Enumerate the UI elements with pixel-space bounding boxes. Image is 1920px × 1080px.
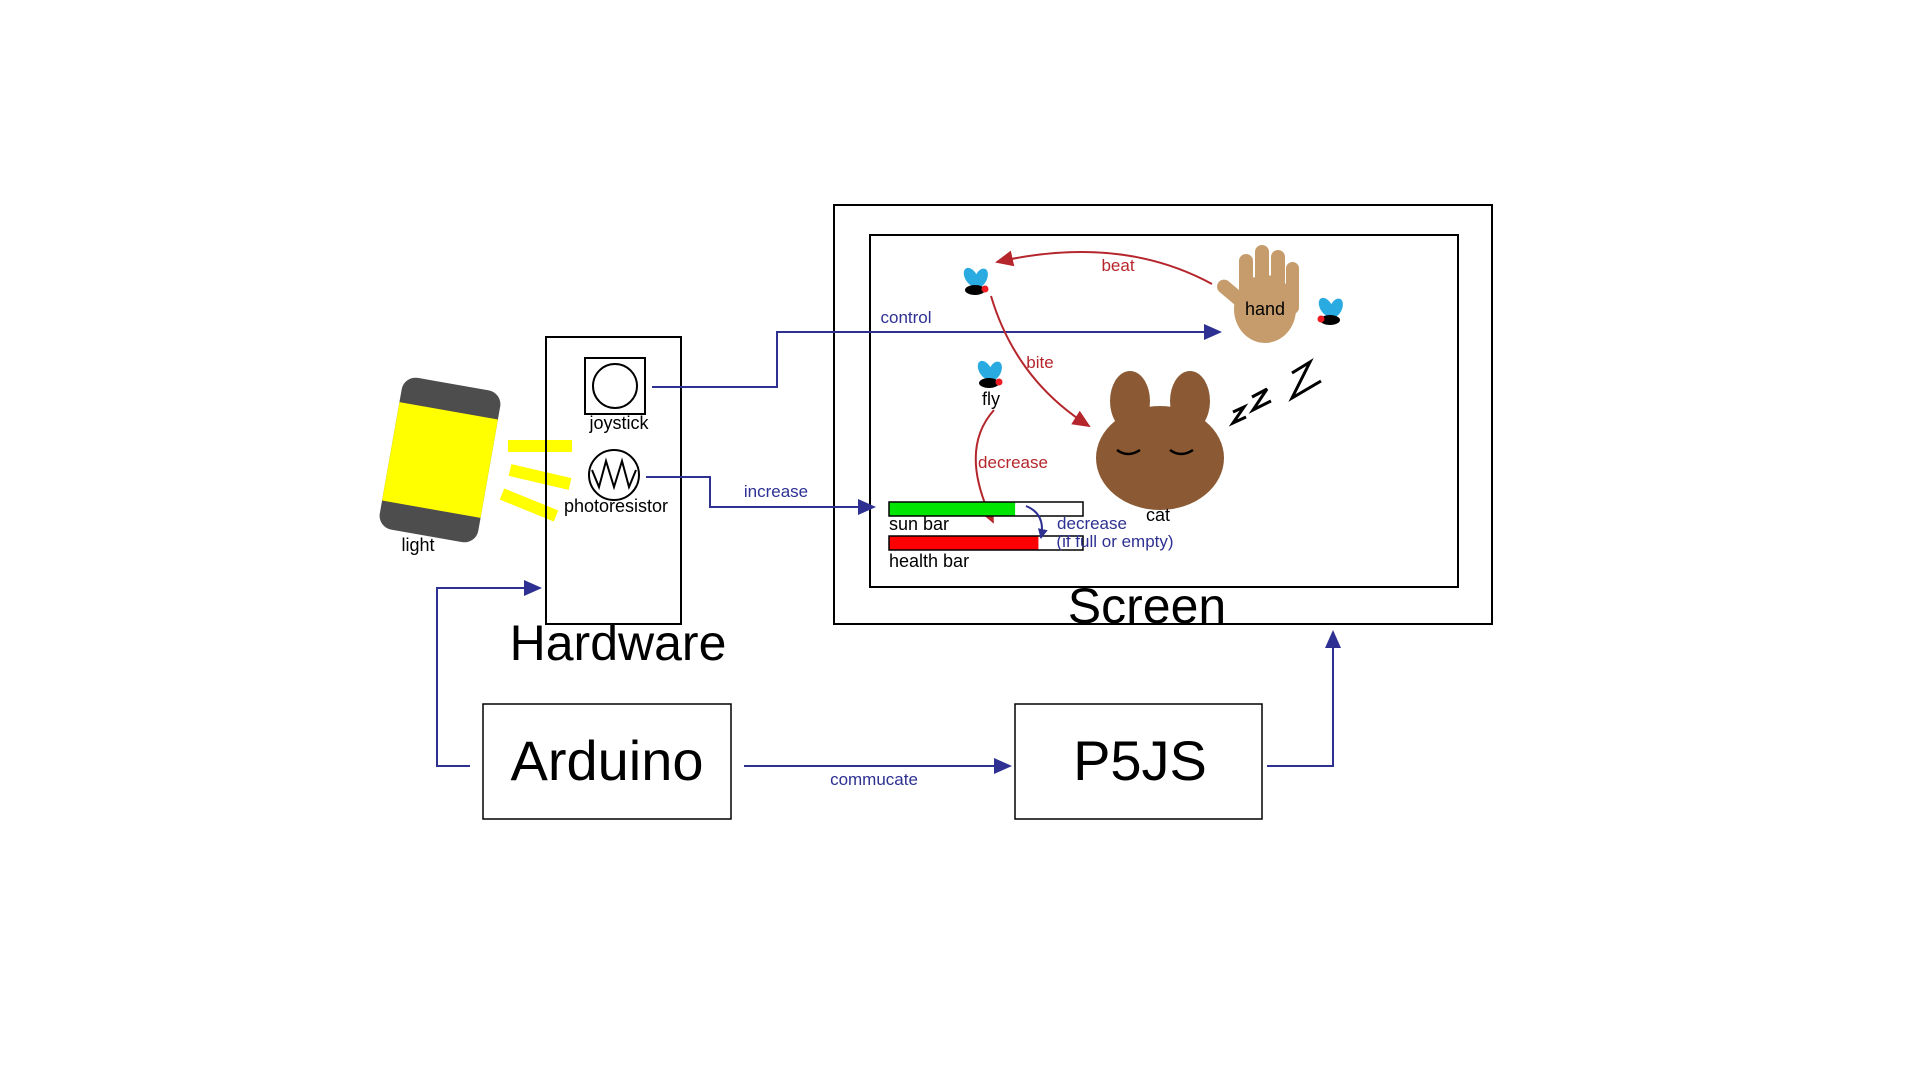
decrease-bars-note: (if full or empty) — [1056, 532, 1173, 551]
health-bar-label: health bar — [889, 551, 969, 571]
fly-icon — [1317, 297, 1343, 325]
beat-label: beat — [1101, 256, 1134, 275]
hardware-box — [545, 336, 682, 625]
photoresistor-icon — [588, 449, 640, 501]
hardware-title: Hardware — [510, 615, 727, 671]
fly-icon — [963, 267, 989, 295]
cat-icon — [1096, 371, 1224, 510]
commucate-label: commucate — [830, 770, 918, 789]
joystick-icon — [584, 357, 646, 415]
light-ray — [499, 488, 559, 522]
screen-inner-frame — [869, 234, 1459, 588]
beat-arrow — [995, 250, 1213, 285]
arduino-title: Arduino — [510, 729, 703, 792]
fly-icon — [977, 360, 1003, 388]
sun-bar-label: sun bar — [889, 514, 949, 534]
hand-icon — [1217, 245, 1299, 343]
cat-label: cat — [1146, 505, 1170, 525]
increase-arrow — [646, 476, 876, 515]
increase-label: increase — [744, 482, 808, 501]
fly-label: fly — [982, 389, 1000, 409]
photoresistor-label: photoresistor — [564, 496, 668, 516]
arduino-to-hardware-arrow — [436, 580, 542, 767]
light-ray — [508, 464, 572, 490]
sun-bar — [888, 501, 1084, 517]
screen-title: Screen — [1068, 578, 1226, 634]
sleep-z-icon — [1228, 357, 1322, 427]
control-label: control — [880, 308, 931, 327]
decrease-bars-label: decrease — [1057, 514, 1127, 533]
light-label: light — [401, 535, 434, 555]
p5js-box — [1014, 703, 1263, 820]
bite-label: bite — [1026, 353, 1053, 372]
control-arrow — [652, 324, 1222, 388]
screen-outer-frame — [833, 204, 1493, 625]
arduino-box — [482, 703, 732, 820]
hand-label: hand — [1245, 299, 1285, 319]
p5js-title: P5JS — [1073, 729, 1207, 792]
joystick-label: joystick — [588, 413, 649, 433]
decrease-label: decrease — [978, 453, 1048, 472]
bite-arrow — [990, 295, 1091, 428]
light-source — [379, 377, 572, 543]
p5js-to-screen-arrow — [1267, 630, 1341, 767]
health-bar — [888, 535, 1084, 551]
decrease-bars-arrow — [1025, 505, 1048, 539]
